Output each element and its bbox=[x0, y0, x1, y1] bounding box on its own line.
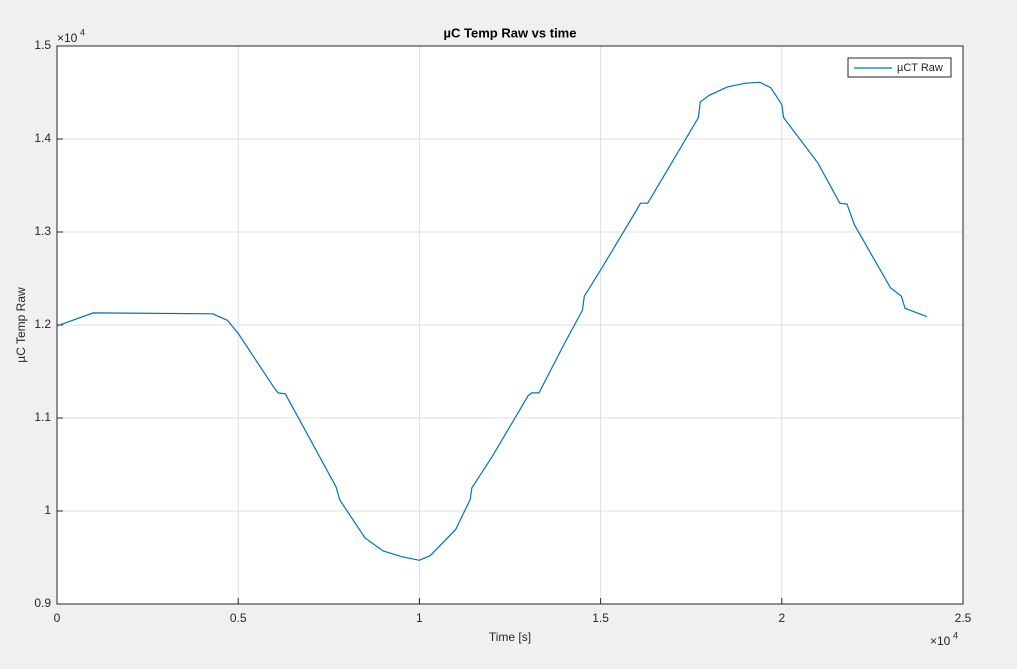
x-axis-label: Time [s] bbox=[489, 630, 531, 644]
x-exponent-base: ×10 bbox=[930, 634, 951, 648]
y-tick-label: 0.9 bbox=[34, 596, 51, 610]
y-tick-label: 1.4 bbox=[34, 131, 51, 145]
x-tick-label: 1 bbox=[416, 611, 423, 625]
y-tick-label: 1.3 bbox=[34, 224, 51, 238]
y-tick-label: 1.5 bbox=[34, 38, 51, 52]
y-tick-label: 1.2 bbox=[34, 317, 51, 331]
data-line bbox=[56, 81, 928, 561]
x-exponent: 4 bbox=[953, 630, 958, 640]
legend-box bbox=[847, 57, 952, 78]
y-tick-label: 1 bbox=[44, 503, 51, 517]
y-exponent: 4 bbox=[80, 27, 85, 37]
legend-label: µCT Raw bbox=[897, 62, 943, 74]
chart-title: µC Temp Raw vs time bbox=[444, 25, 577, 40]
y-axis-label: µC Temp Raw bbox=[14, 287, 28, 363]
x-tick-label: 1.5 bbox=[592, 611, 609, 625]
y-tick-label: 1.1 bbox=[34, 410, 51, 424]
x-tick-label: 2 bbox=[778, 611, 785, 625]
x-tick-label: 2.5 bbox=[955, 611, 972, 625]
x-tick-label: 0 bbox=[54, 611, 61, 625]
axes-box bbox=[56, 45, 964, 605]
x-tick-label: 0.5 bbox=[230, 611, 247, 625]
y-exponent-base: ×10 bbox=[57, 31, 78, 45]
